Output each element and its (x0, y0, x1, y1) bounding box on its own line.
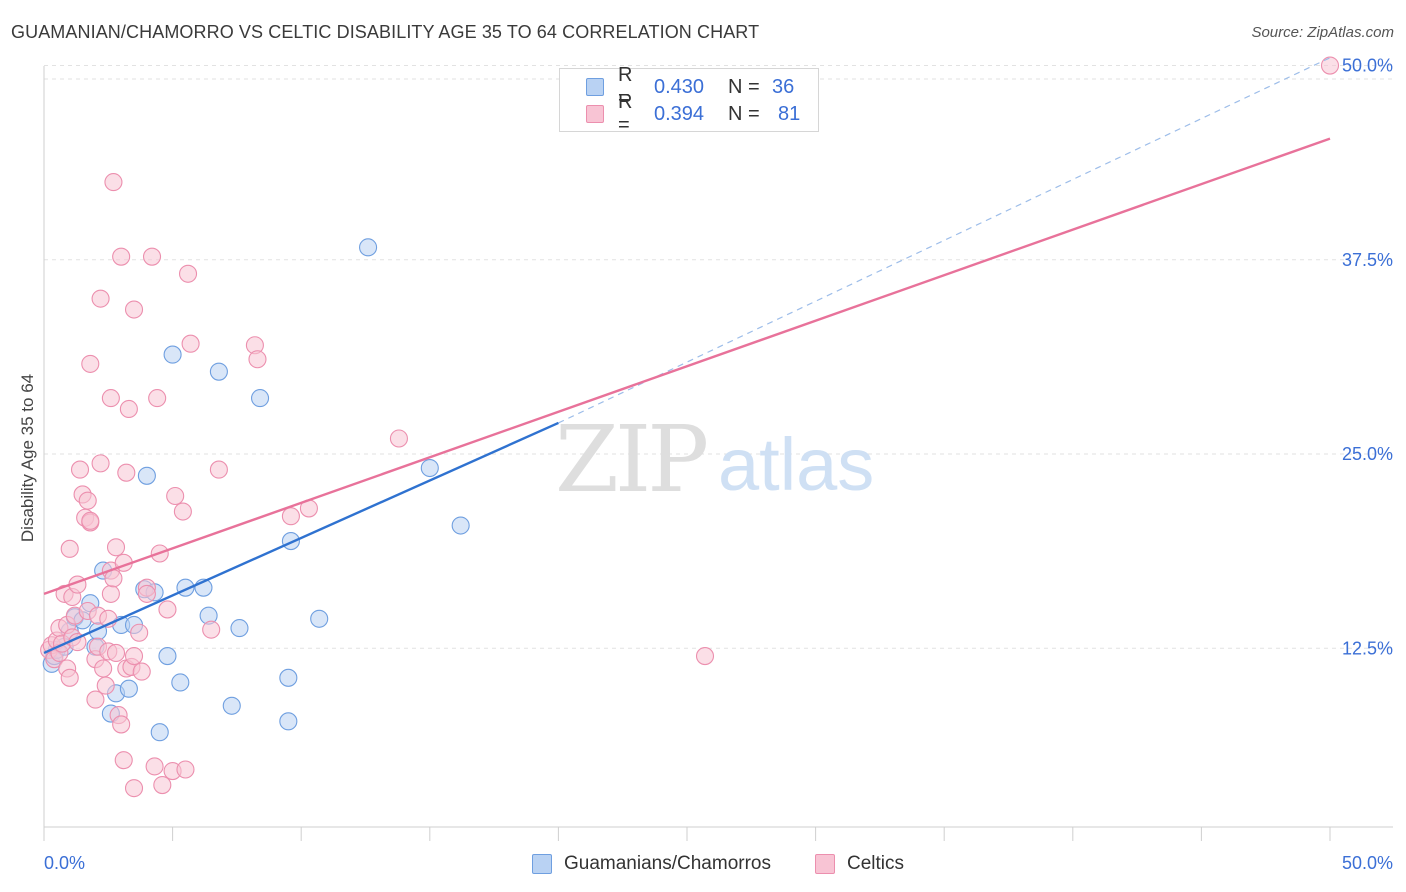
scatter-point (145, 757, 164, 776)
scatter-point (695, 647, 715, 666)
scatter-point (112, 715, 131, 734)
scatter-point (60, 539, 79, 558)
series-celtics (40, 56, 1340, 798)
legend-row-guamanians: R = 0.430 N = 36 (586, 64, 795, 109)
scatter-point (359, 238, 378, 257)
y-tick-label: 12.5% (1342, 638, 1393, 658)
scatter-point (209, 362, 228, 381)
scatter-point (279, 712, 298, 731)
legend-n-value: 81 (778, 102, 801, 125)
bottom-legend-celtics: Celtics (815, 852, 904, 876)
watermark: ZIP atlas (555, 406, 874, 513)
scatter-point (86, 690, 105, 709)
scatter-point (78, 491, 97, 510)
watermark-zip: ZIP (555, 406, 706, 513)
stats-legend: R = 0.430 N = 36 R = 0.394 N = 81 (559, 64, 819, 136)
bottom-legend-label-guamanians: Guamanians/Chamorros (564, 853, 771, 874)
scatter-point (153, 775, 172, 795)
scatter-point (250, 389, 270, 408)
legend-n-value: 36 (772, 75, 795, 98)
scatter-point (60, 668, 79, 687)
y-tick-label: 25.0% (1342, 444, 1393, 464)
y-tick-label: 37.5% (1342, 250, 1393, 270)
trend-line-guamanians (43, 421, 559, 655)
x-tick-label: 50.0% (1342, 853, 1393, 873)
source-label: Source: ZipAtlas.com (1251, 24, 1394, 41)
grid-lines (44, 65, 1393, 649)
scatter-point (148, 389, 167, 408)
scatter-point (171, 673, 190, 692)
scatter-point (137, 584, 156, 603)
axes (43, 66, 1393, 841)
scatter-point (96, 676, 115, 695)
trend-lines (43, 57, 1331, 655)
x-tick-label: 0.0% (44, 853, 85, 873)
scatter-point (173, 502, 192, 521)
trend-line-celtics (43, 137, 1331, 596)
scatter-point (124, 779, 144, 798)
scatter-point (130, 623, 149, 642)
legend-n-label: N = (728, 75, 760, 98)
bottom-legend-swatch-guamanians (532, 854, 552, 874)
bottom-legend-swatch-celtics (815, 854, 835, 874)
scatter-point (70, 460, 90, 479)
scatter-point (209, 460, 228, 479)
scatter-point (106, 643, 126, 663)
scatter-point (279, 668, 298, 687)
scatter-point (137, 466, 156, 485)
scatter-point (176, 760, 195, 779)
scatter-point (91, 454, 110, 473)
legend-row-celtics: R = 0.394 N = 81 (586, 91, 801, 136)
scatter-point (389, 429, 408, 448)
scatter-point (158, 647, 177, 666)
scatter-point (124, 647, 144, 666)
scatter-point (142, 247, 162, 266)
legend-r-value: 0.430 (654, 75, 705, 98)
scatter-point (158, 600, 177, 619)
scatter-point (150, 723, 169, 742)
scatter-point (1320, 56, 1340, 75)
scatter-point (166, 486, 185, 506)
y-axis-label: Disability Age 35 to 64 (18, 373, 37, 543)
scatter-point (132, 662, 151, 681)
legend-r-value: 0.394 (654, 102, 705, 125)
legend-r-label: R = (618, 91, 633, 136)
scatter-point (178, 264, 198, 283)
scatter-point (281, 507, 300, 526)
scatter-point (451, 516, 470, 535)
scatter-point (94, 659, 113, 678)
scatter-point (181, 334, 200, 353)
bottom-legend-label-celtics: Celtics (847, 853, 905, 874)
scatter-point (202, 620, 221, 639)
scatter-point (310, 609, 329, 628)
bottom-legend-guamanians: Guamanians/Chamorros (532, 852, 771, 876)
scatter-point (106, 538, 126, 557)
legend-swatch-guamanians (586, 78, 604, 96)
scatter-point (91, 289, 110, 308)
tick-labels: 12.5% 25.0% 37.5% 50.0% 0.0% 50.0% (44, 56, 1393, 873)
legend-n-label: N = (728, 102, 760, 125)
scatter-point (104, 173, 123, 192)
scatter-point (222, 696, 241, 715)
scatter-point (117, 463, 136, 482)
scatter-point (230, 619, 249, 638)
scatter-point (420, 458, 439, 478)
legend-r-label: R = (618, 64, 633, 109)
chart-title: GUAMANIAN/CHAMORRO VS CELTIC DISABILITY … (11, 22, 760, 42)
scatter-point (101, 389, 120, 408)
legend-swatch-celtics (586, 105, 604, 123)
watermark-atlas: atlas (718, 423, 874, 506)
scatter-point (81, 354, 100, 373)
scatter-point (124, 300, 144, 319)
scatter-point (114, 751, 133, 770)
scatter-point (119, 399, 138, 419)
scatter-point (248, 350, 267, 369)
y-tick-label: 50.0% (1342, 56, 1393, 76)
scatter-point (112, 247, 131, 266)
scatter-point (119, 679, 138, 698)
scatter-point (81, 511, 100, 530)
scatter-point (101, 584, 120, 603)
scatter-point (163, 345, 182, 364)
